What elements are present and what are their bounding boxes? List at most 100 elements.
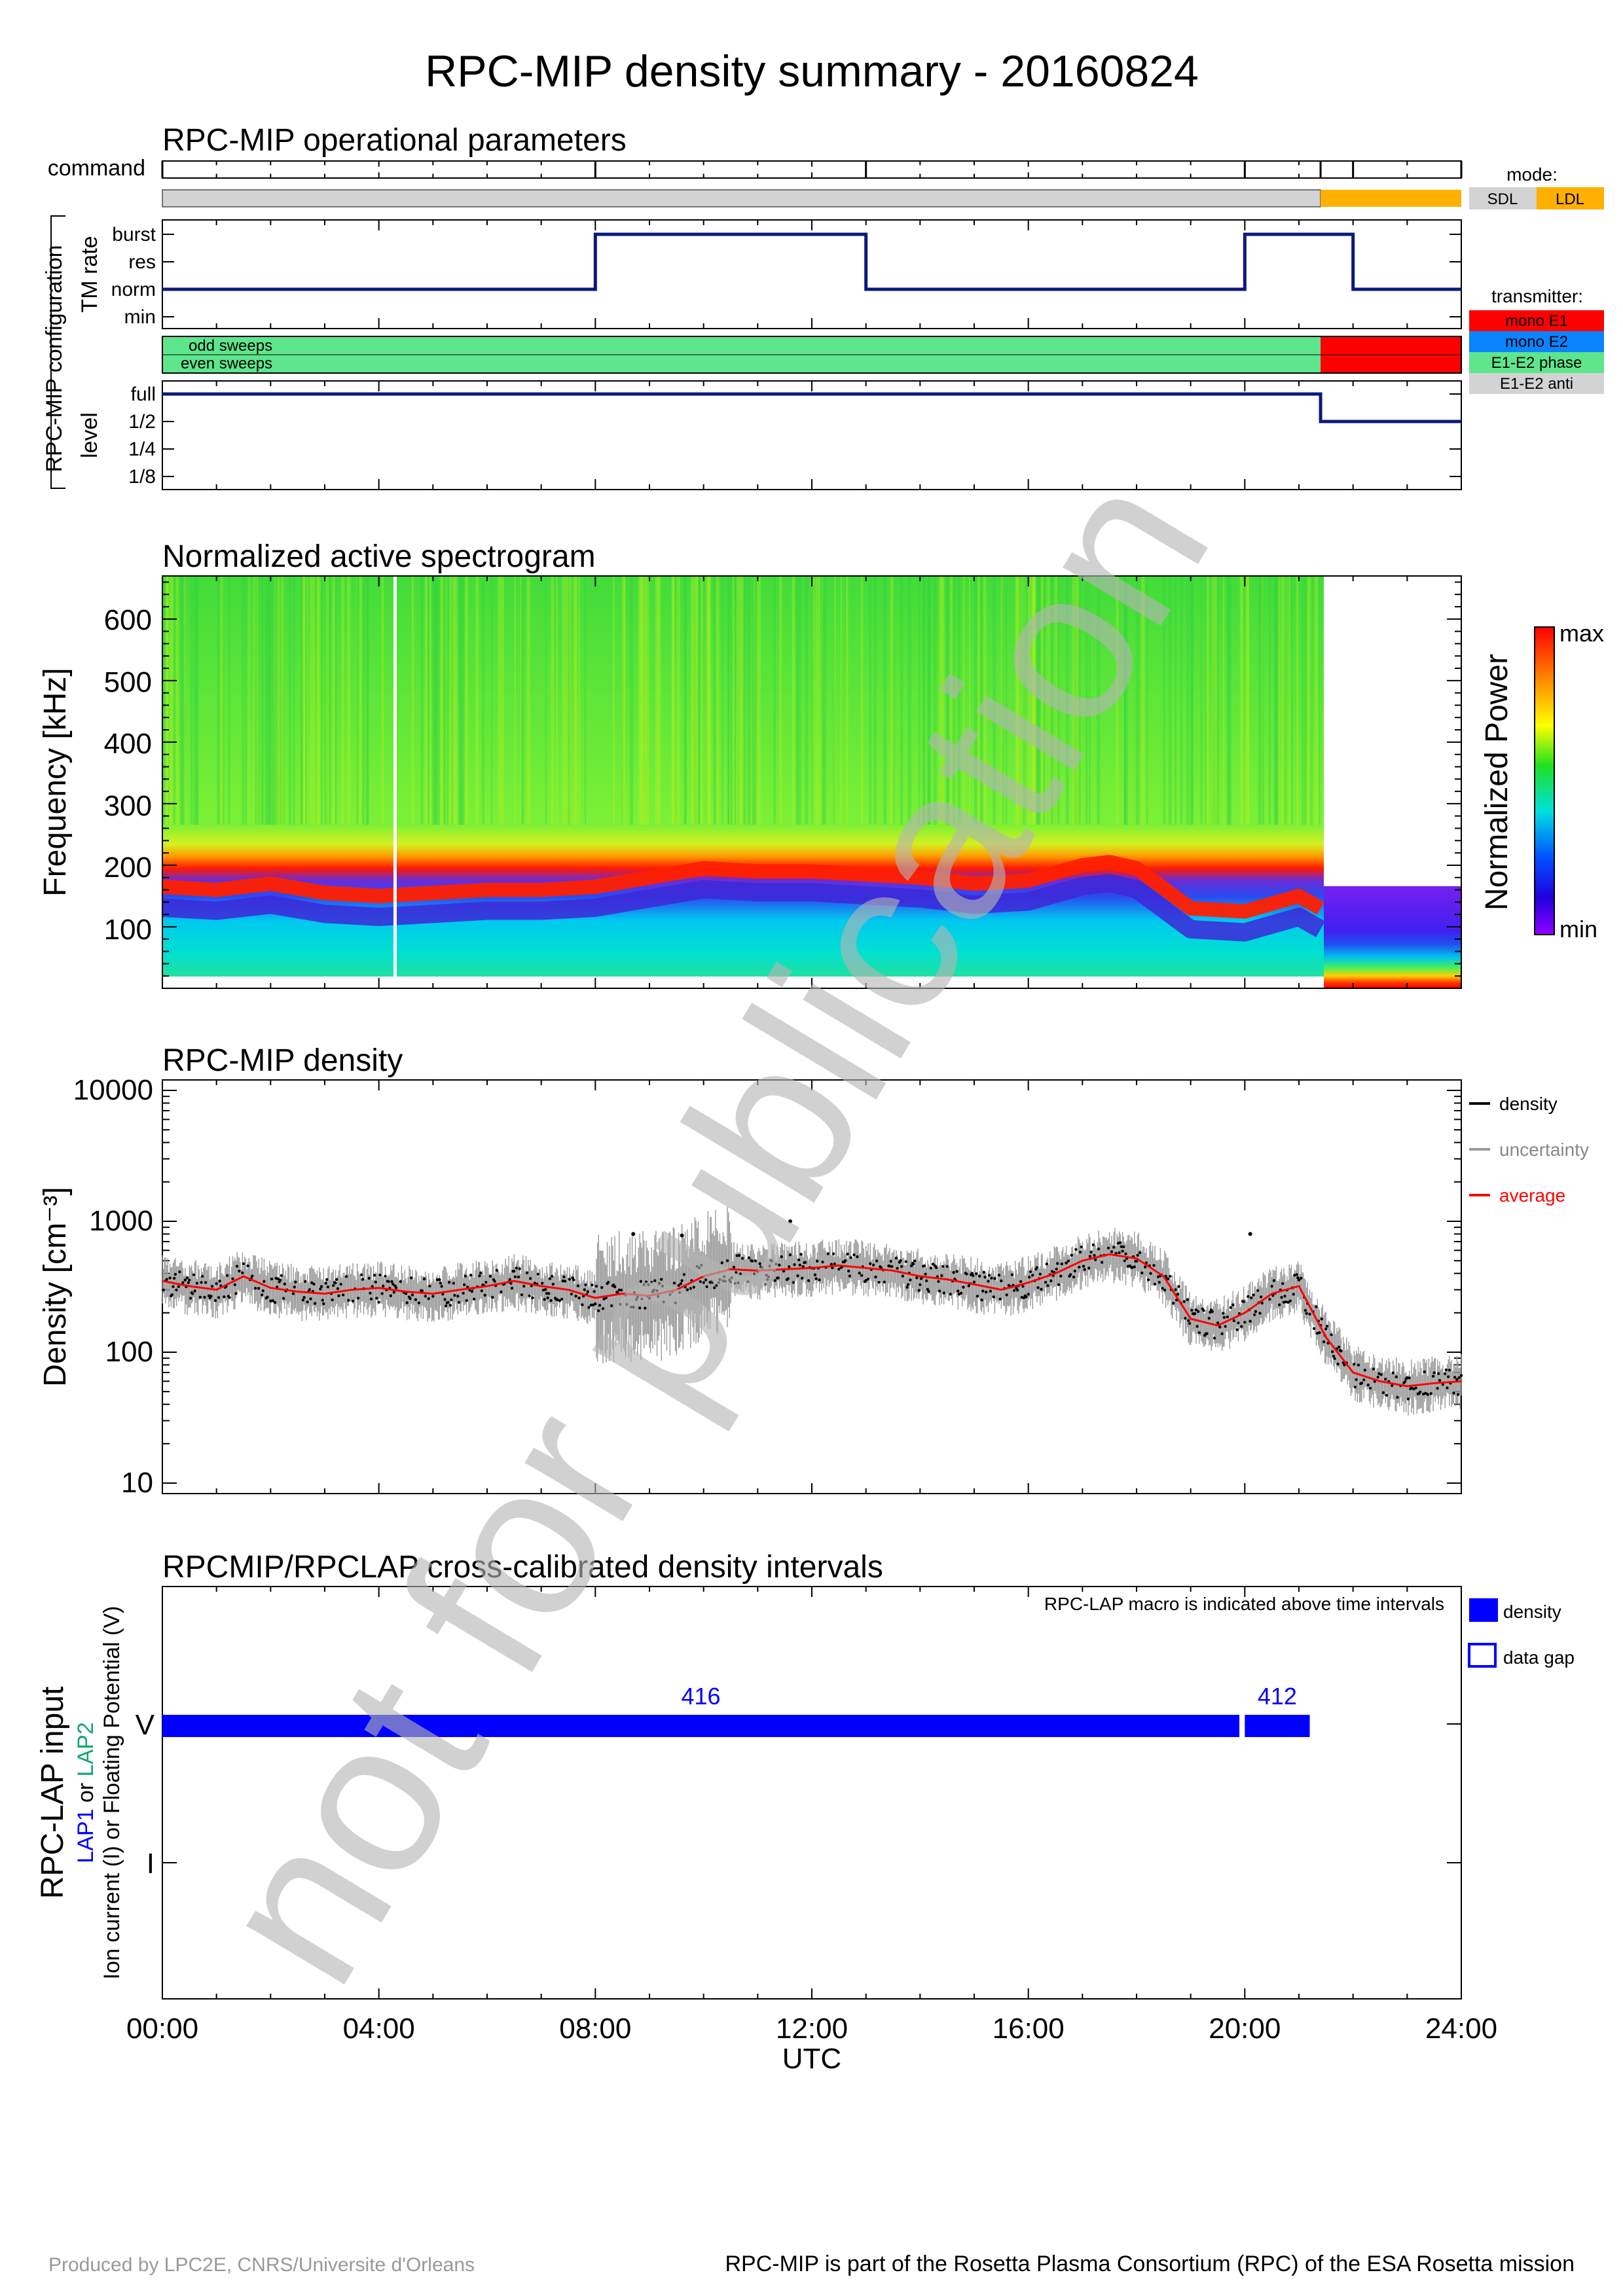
spectrogram-streak [1228, 576, 1231, 825]
density-point [270, 1278, 274, 1281]
density-point [1436, 1386, 1439, 1390]
spectrogram-streak [356, 576, 357, 825]
density-point [847, 1269, 850, 1273]
tx-legend-mono-e1 [1469, 310, 1604, 331]
spectrogram-streak [822, 576, 824, 825]
density-point [782, 1269, 786, 1273]
density-point [598, 1304, 602, 1307]
density-point [1256, 1289, 1260, 1292]
density-point [405, 1301, 409, 1304]
density-point [1406, 1397, 1410, 1401]
density-point [332, 1283, 335, 1287]
density-point [361, 1278, 365, 1281]
density-point [1211, 1310, 1214, 1314]
density-point [546, 1296, 549, 1300]
spectrogram-streak [564, 576, 568, 825]
legend-average-label: average [1499, 1185, 1565, 1206]
spectrogram-texture [162, 576, 1321, 825]
spectrogram-streak [1135, 576, 1140, 825]
spectrogram-streak [1046, 576, 1050, 825]
density-point [472, 1297, 476, 1301]
spectrogram-streak [1031, 576, 1036, 825]
density-point [1376, 1375, 1379, 1379]
density-point [337, 1294, 340, 1297]
density-point [1182, 1300, 1186, 1303]
density-point [1123, 1259, 1127, 1263]
density-point [1055, 1267, 1058, 1271]
sweep-odd [163, 337, 1321, 355]
density-point [1082, 1265, 1085, 1268]
density-point [1149, 1272, 1152, 1275]
density-point [799, 1253, 803, 1256]
density-point [1312, 1327, 1316, 1331]
density-point [469, 1273, 473, 1277]
density-point [528, 1277, 532, 1280]
density-point [195, 1282, 199, 1285]
density-point [682, 1273, 686, 1276]
density-point [1213, 1336, 1216, 1340]
density-point [587, 1306, 591, 1309]
spectrogram-streak [1040, 576, 1044, 825]
lap-macro-label: 412 [1258, 1683, 1297, 1710]
colorbar-min: min [1559, 916, 1597, 942]
spectrogram-streak [317, 576, 319, 825]
spectrogram-streak [812, 576, 815, 825]
density-point [1242, 1300, 1245, 1303]
spectrogram-streak [1021, 576, 1024, 825]
density-point [304, 1280, 307, 1283]
density-point [301, 1299, 305, 1302]
spectrogram-streak [283, 576, 285, 825]
density-point [1322, 1340, 1326, 1344]
density-point [178, 1270, 181, 1274]
density-point [793, 1263, 796, 1266]
density-point [1331, 1350, 1334, 1354]
density-point [856, 1255, 859, 1259]
lap-title: RPCMIP/RPCLAP cross-calibrated density i… [162, 1550, 883, 1585]
density-point [655, 1289, 659, 1293]
density-point [754, 1259, 757, 1263]
spectrogram-streak [640, 576, 643, 825]
density-point [1122, 1245, 1125, 1249]
spectrogram-streak [676, 576, 681, 825]
density-point [170, 1293, 174, 1297]
density-point [544, 1287, 547, 1291]
density-point [1220, 1332, 1224, 1335]
spectrogram-streak [974, 576, 977, 825]
spectrogram-streak [170, 576, 173, 825]
spectrogram-streak [1038, 576, 1040, 825]
density-ytick-10000: 10000 [73, 1074, 153, 1106]
density-point [1020, 1296, 1023, 1299]
density-point [326, 1285, 330, 1289]
density-point [1283, 1295, 1286, 1298]
density-point [479, 1271, 483, 1275]
spectrogram-streak [939, 576, 943, 825]
density-point [462, 1291, 465, 1295]
density-point [563, 1280, 567, 1283]
density-point [319, 1287, 322, 1291]
density-point [394, 1286, 398, 1289]
spectrogram-streak [575, 576, 578, 825]
density-point [1046, 1284, 1049, 1287]
spectrogram-streak [460, 576, 463, 825]
density-point [1088, 1255, 1092, 1258]
density-point [334, 1281, 337, 1285]
spectrogram-streak [361, 576, 365, 825]
spectrogram-streak [1262, 576, 1264, 825]
density-point [767, 1275, 771, 1279]
density-point [846, 1252, 849, 1256]
density-point [228, 1296, 231, 1299]
spectrogram-streak [623, 576, 626, 825]
density-point [375, 1297, 378, 1300]
density-point [775, 1263, 778, 1266]
spectrogram-streak [753, 576, 756, 825]
density-point [967, 1284, 970, 1287]
spectrogram-streak [440, 576, 444, 825]
density-point [640, 1297, 644, 1300]
spectrogram-streak [846, 576, 848, 825]
density-point [444, 1304, 448, 1308]
density-point [357, 1297, 360, 1300]
density-point [431, 1295, 435, 1298]
spectrogram-streak [1239, 576, 1243, 825]
ops-title: RPC-MIP operational parameters [162, 123, 627, 158]
spectrogram-streak [732, 576, 735, 825]
